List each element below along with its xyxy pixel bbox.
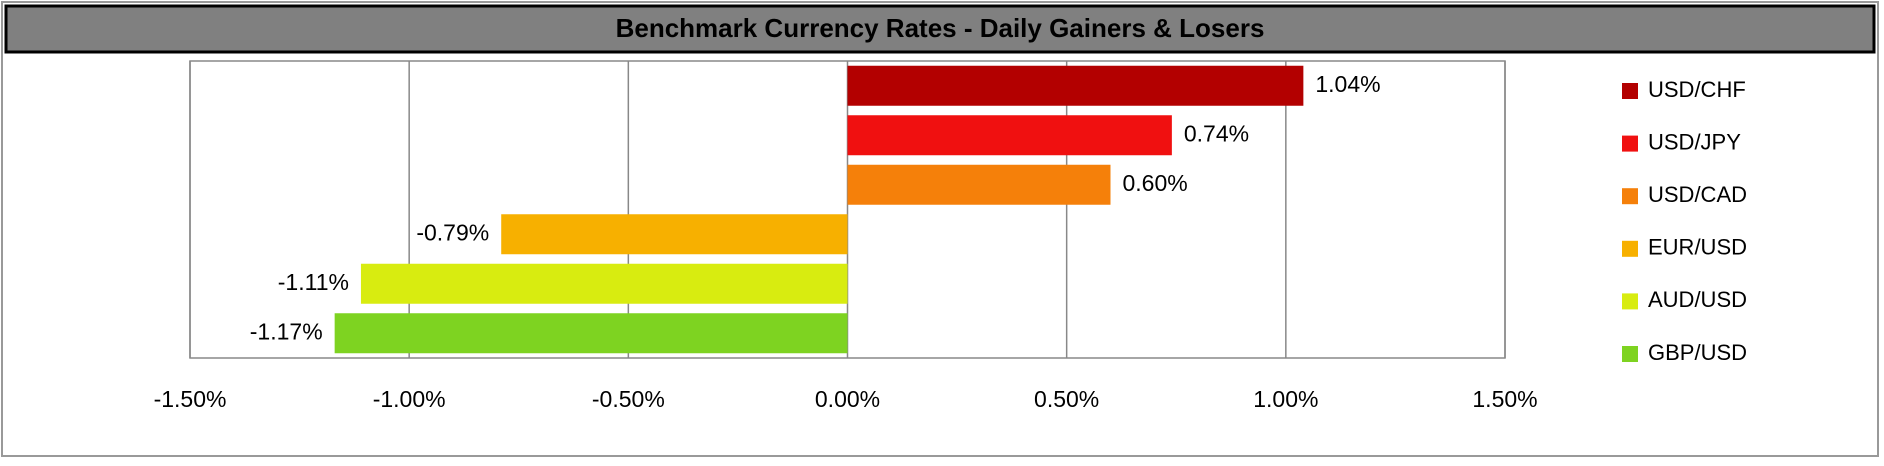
bar: [847, 115, 1172, 156]
legend-label: USD/CAD: [1648, 182, 1747, 207]
x-tick-label: -0.50%: [592, 386, 665, 412]
bar: [501, 214, 848, 255]
value-label: 0.60%: [1123, 170, 1188, 196]
legend-swatch: [1622, 346, 1638, 362]
bar: [334, 313, 848, 354]
legend-label: USD/JPY: [1648, 129, 1741, 154]
legend-swatch: [1622, 83, 1638, 99]
x-tick-label: 0.50%: [1034, 386, 1099, 412]
legend-swatch: [1622, 240, 1638, 257]
value-label: 0.74%: [1184, 120, 1249, 146]
x-tick-label: 0.00%: [815, 386, 880, 412]
legend-swatch: [1622, 188, 1638, 205]
x-tick-label: -1.50%: [154, 386, 227, 412]
value-label: 1.04%: [1315, 71, 1380, 97]
legend-swatch: [1622, 135, 1638, 152]
bar: [360, 263, 848, 304]
legend-label: EUR/USD: [1648, 235, 1747, 260]
legend-label: GBP/USD: [1648, 340, 1747, 365]
x-tick-label: 1.00%: [1253, 386, 1318, 412]
bar: [847, 164, 1111, 205]
legend-swatch: [1622, 293, 1638, 310]
chart-title: Benchmark Currency Rates - Daily Gainers…: [616, 13, 1265, 43]
legend-label: USD/CHF: [1648, 77, 1746, 102]
x-tick-label: -1.00%: [373, 386, 446, 412]
value-label: -1.11%: [278, 269, 349, 295]
bar: [847, 65, 1304, 106]
value-label: -1.17%: [250, 318, 323, 344]
title-bar: [4, 4, 1876, 54]
x-tick-label: 1.50%: [1472, 386, 1537, 412]
value-label: -0.79%: [416, 219, 489, 245]
legend-label: AUD/USD: [1648, 287, 1747, 312]
